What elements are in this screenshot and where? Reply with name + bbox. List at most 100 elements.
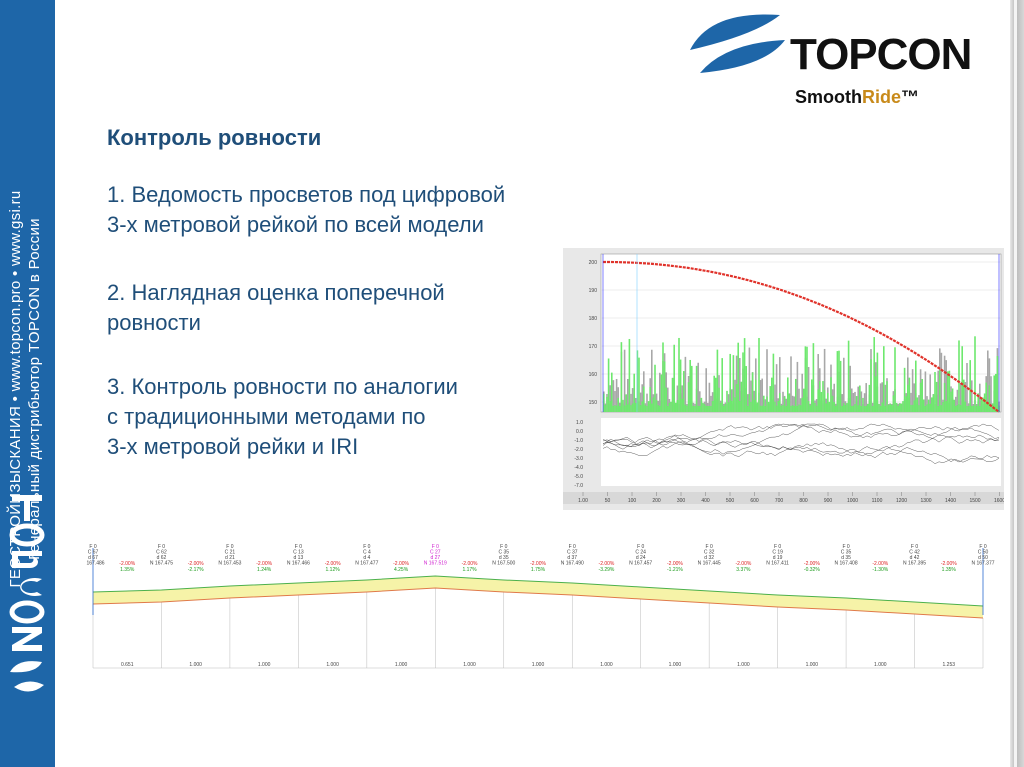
section-station-label: F 0 bbox=[842, 544, 849, 550]
product-name: SmoothRide™ bbox=[795, 87, 919, 108]
profile-x-tick-label: 700 bbox=[775, 498, 784, 504]
profile-bar-green bbox=[782, 404, 784, 412]
profile-bar-gray bbox=[849, 365, 851, 412]
profile-y-tick-label: 200 bbox=[589, 260, 598, 266]
profile-bar-green bbox=[985, 382, 987, 412]
section-distance-label: 1.000 bbox=[258, 662, 271, 668]
profile-y-tick-label: 150 bbox=[589, 400, 598, 406]
profile-bar-green bbox=[996, 356, 999, 412]
profile-bar-green bbox=[639, 405, 642, 412]
product-name-part1: Smooth bbox=[795, 87, 862, 107]
profile-bar-green bbox=[671, 377, 674, 412]
brand-sidebar: ГЕОСТРОЙИЗЫСКАНИЯ • www.topcon.pro • www… bbox=[0, 0, 55, 767]
profile-bar-green bbox=[942, 401, 944, 412]
section-station-label: d 35 bbox=[499, 555, 509, 561]
profile-bar-green bbox=[831, 395, 834, 412]
profile-bar-green bbox=[911, 404, 914, 412]
profile-bar-gray bbox=[852, 392, 855, 412]
profile-bar-green bbox=[745, 366, 747, 412]
profile-bar-green bbox=[844, 404, 847, 412]
section-station-label: d 4 bbox=[363, 555, 370, 561]
profile-bar-gray bbox=[841, 394, 843, 412]
section-station-label: F 0 bbox=[979, 544, 986, 550]
profile-bar-gray bbox=[750, 380, 752, 412]
profile-bar-gray bbox=[739, 358, 741, 412]
profile-bar-green bbox=[969, 360, 971, 412]
profile-bar-green bbox=[703, 404, 706, 412]
profile-bar-green bbox=[841, 405, 843, 412]
profile-bar-green bbox=[910, 404, 912, 412]
section-design-slope: -2.00% bbox=[941, 561, 957, 567]
section-distance-label: 1.000 bbox=[532, 662, 545, 668]
profile-bar-gray bbox=[940, 352, 943, 412]
profile-bar-green bbox=[987, 404, 989, 412]
profile-bar-green bbox=[953, 399, 955, 412]
profile-x-tick-label: 300 bbox=[677, 498, 686, 504]
profile-bar-gray bbox=[959, 382, 962, 412]
profile-bar-green bbox=[716, 349, 719, 412]
profile-bar-green bbox=[729, 353, 731, 412]
profile-bar-gray bbox=[659, 372, 661, 412]
profile-bar-gray bbox=[881, 382, 883, 412]
profile-bar-green bbox=[801, 397, 803, 412]
deviation-line bbox=[602, 423, 1000, 455]
profile-bar-green bbox=[889, 403, 891, 412]
profile-bar-green bbox=[614, 405, 616, 412]
section-distance-label: 1.000 bbox=[874, 662, 887, 668]
profile-bar-green bbox=[777, 400, 779, 412]
section-distance-label: 1.000 bbox=[806, 662, 819, 668]
product-name-part2: Ride bbox=[862, 87, 902, 107]
point-3-line1: 3. Контроль ровности по аналогии bbox=[107, 374, 458, 399]
profile-bar-green bbox=[915, 360, 917, 412]
profile-bar-green bbox=[982, 397, 984, 412]
profile-bar-green bbox=[761, 405, 763, 412]
section-design-slope: -2.00% bbox=[735, 561, 751, 567]
profile-bar-green bbox=[668, 402, 671, 412]
profile-bar-green bbox=[937, 405, 939, 412]
profile-bar-green bbox=[795, 378, 797, 412]
point-2-line1: 2. Наглядная оценка поперечной bbox=[107, 280, 445, 305]
profile-bar-gray bbox=[782, 391, 784, 412]
section-actual-slope: 1.12% bbox=[326, 567, 341, 573]
profile-bar-gray bbox=[860, 391, 863, 412]
section-actual-slope: -1.30% bbox=[872, 567, 888, 573]
section-station-label: d 37 bbox=[567, 555, 577, 561]
profile-bar-green bbox=[838, 350, 840, 412]
profile-bar-green bbox=[868, 384, 871, 412]
profile-bar-green bbox=[852, 405, 855, 412]
section-station-label: C 19 bbox=[772, 550, 783, 556]
profile-bar-green bbox=[873, 337, 875, 412]
profile-bar-green bbox=[649, 387, 651, 412]
section-station-label: N 167.519 bbox=[424, 561, 447, 567]
section-station-label: F 0 bbox=[706, 544, 713, 550]
deviation-y-tick-label: -2.0 bbox=[574, 447, 583, 453]
profile-bar-green bbox=[995, 373, 997, 412]
section-station-label: d 42 bbox=[910, 555, 920, 561]
profile-bar-gray bbox=[785, 398, 787, 412]
profile-bar-green bbox=[619, 405, 621, 412]
profile-bar-gray bbox=[759, 380, 762, 412]
profile-bar-green bbox=[772, 353, 775, 412]
section-station-label: F 0 bbox=[363, 544, 370, 550]
section-design-slope: -2.00% bbox=[667, 561, 683, 567]
point-1-line2: 3-х метровой рейкой по всей модели bbox=[107, 212, 484, 237]
profile-bar-green bbox=[971, 405, 973, 412]
profile-bar-green bbox=[788, 394, 791, 412]
profile-bar-green bbox=[897, 405, 899, 412]
section-station-label: C 67 bbox=[88, 550, 99, 556]
profile-bar-green bbox=[603, 393, 605, 412]
profile-bar-green bbox=[713, 375, 715, 412]
profile-bar-gray bbox=[945, 360, 947, 412]
profile-bar-green bbox=[700, 397, 703, 412]
profile-bar-green bbox=[894, 347, 896, 412]
profile-bar-green bbox=[635, 402, 637, 412]
section-station-label: C 35 bbox=[841, 550, 852, 556]
profile-bar-green bbox=[731, 400, 733, 412]
profile-bar-green bbox=[871, 406, 874, 412]
profile-bar-gray bbox=[705, 368, 707, 412]
profile-bar-green bbox=[655, 400, 658, 412]
profile-bar-green bbox=[628, 338, 631, 412]
profile-bar-green bbox=[615, 405, 618, 412]
smoothness-profile-chart: 200 190 180 170 160 150 1.0 0.0 -1.0 -2.0 -3.0 -4.… bbox=[563, 248, 1004, 510]
profile-bar-green bbox=[657, 405, 659, 412]
